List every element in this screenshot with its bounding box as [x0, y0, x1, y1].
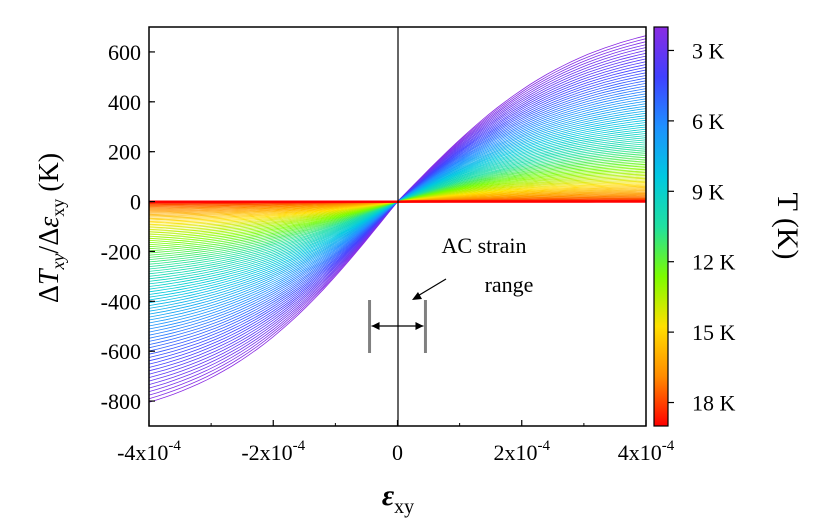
y-tick-label: -200 [101, 239, 141, 264]
x-tick-label: -4x10-4 [117, 438, 181, 465]
colorbar-tick-label: 6 K [692, 109, 725, 134]
x-axis-title: εxy [382, 479, 414, 518]
pointer-arrow-line [415, 278, 447, 298]
y-tick-label: -600 [101, 339, 141, 364]
y-tick-label: 0 [130, 190, 141, 215]
y-axis-title: ΔTxy/Δεxy (K) [34, 153, 68, 303]
colorbar-title: T (K) [771, 193, 804, 260]
y-tick-label: 400 [108, 90, 141, 115]
y-tick-label: 200 [108, 140, 141, 165]
x-tick-label: 4x10-4 [618, 438, 675, 465]
x-tick-label: 0 [392, 440, 403, 465]
colorbar-frame [653, 26, 669, 427]
colorbar-tick-label: 12 K [692, 250, 736, 275]
annotation-text-line2: range [485, 272, 534, 297]
arrowhead-right [415, 322, 424, 330]
colorbar-tick-label: 9 K [692, 179, 725, 204]
y-tick-label: -400 [101, 289, 141, 314]
colorbar [654, 27, 668, 426]
y-tick-label: -800 [101, 389, 141, 414]
x-tick-label: 2x10-4 [494, 438, 551, 465]
annotation-text-line1: AC strain [442, 233, 527, 258]
colorbar-tick-label: 18 K [692, 391, 736, 416]
colorbar-tick-label: 15 K [692, 320, 736, 345]
colorbar-tick-group: 3 K 6 K 9 K 12 K 15 K 18 K [668, 38, 736, 416]
arrowhead-left [371, 322, 380, 330]
y-tick-label: 600 [108, 40, 141, 65]
colorbar-tick-label: 3 K [692, 38, 725, 63]
tick-group: 600 400 200 0 -200 -400 -600 -800 -4x10-4 -2x10-4… [101, 40, 675, 465]
pointer-arrowhead [412, 292, 422, 300]
x-tick-label: -2x10-4 [241, 438, 305, 465]
ac-strain-annotation: AC strain range [368, 233, 534, 353]
